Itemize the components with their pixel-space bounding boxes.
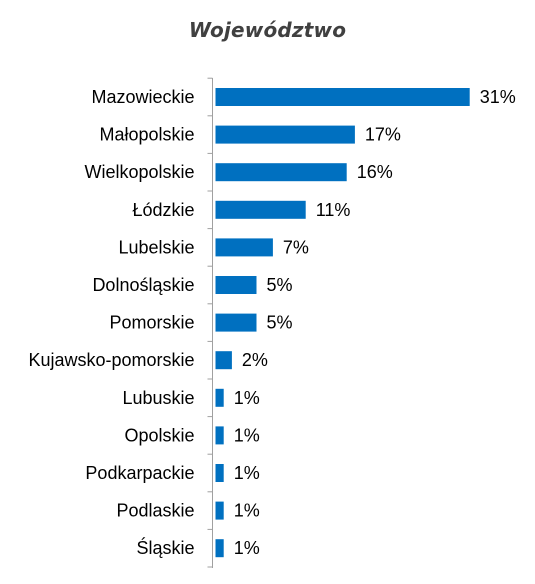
value-labels: 31% 17% 16% 11% 7% 5% 5% 2% 1% 1% 1% 1% 1% xyxy=(234,87,516,558)
category-label: Podkarpackie xyxy=(85,463,194,483)
category-label: Podlaskie xyxy=(116,501,194,521)
bar xyxy=(215,351,232,370)
bar xyxy=(215,238,273,257)
value-label: 17% xyxy=(365,125,401,145)
bar xyxy=(215,426,224,445)
category-label: Lubuskie xyxy=(122,388,194,408)
bar xyxy=(215,276,257,294)
bar xyxy=(215,539,224,558)
category-label: Dolnośląskie xyxy=(92,275,194,295)
bar xyxy=(215,163,347,182)
bar xyxy=(215,501,224,520)
category-label: Wielkopolskie xyxy=(84,162,194,182)
category-label: Pomorskie xyxy=(109,313,194,333)
y-axis-ticks xyxy=(207,77,213,568)
value-label: 5% xyxy=(267,313,293,333)
value-label: 31% xyxy=(480,87,516,107)
category-labels: Mazowieckie Małopolskie Wielkopolskie Łódzk… xyxy=(28,87,194,558)
bar xyxy=(215,125,355,144)
category-label: Opolskie xyxy=(124,425,194,445)
category-label: Łódzkie xyxy=(132,200,194,220)
category-label: Małopolskie xyxy=(99,125,194,145)
category-label: Lubelskie xyxy=(118,237,194,257)
value-label: 2% xyxy=(242,350,268,370)
bar xyxy=(215,200,306,219)
value-label: 5% xyxy=(267,275,293,295)
category-label: Śląskie xyxy=(136,537,194,558)
value-label: 1% xyxy=(234,538,260,558)
category-label: Kujawsko-pomorskie xyxy=(28,350,194,370)
value-label: 1% xyxy=(234,388,260,408)
value-label: 7% xyxy=(283,237,309,257)
value-label: 16% xyxy=(357,162,393,182)
category-label: Mazowieckie xyxy=(91,87,194,107)
value-label: 11% xyxy=(316,200,351,220)
bar xyxy=(215,464,224,482)
value-label: 1% xyxy=(234,425,260,445)
value-label: 1% xyxy=(234,463,260,483)
chart-title: Województwo xyxy=(188,18,347,42)
value-label: 1% xyxy=(234,501,260,521)
bar xyxy=(215,88,470,106)
bar xyxy=(215,388,224,407)
bars-group xyxy=(215,88,470,558)
bar xyxy=(215,313,257,332)
